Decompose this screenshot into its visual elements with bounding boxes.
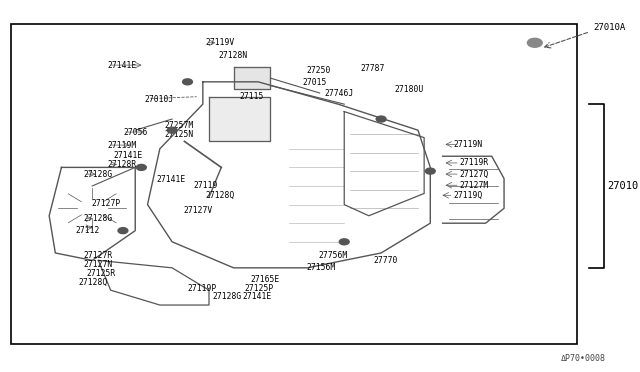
Circle shape [426, 168, 435, 174]
Text: 27125R: 27125R [86, 269, 115, 278]
Text: 27128G: 27128G [83, 170, 112, 179]
Text: 27015: 27015 [303, 78, 327, 87]
Text: 27128N: 27128N [218, 51, 248, 60]
Text: 27128G: 27128G [212, 292, 241, 301]
Text: 27128Q: 27128Q [206, 191, 235, 200]
Text: 27141E: 27141E [114, 151, 143, 160]
Circle shape [136, 164, 147, 170]
Text: 27746J: 27746J [324, 89, 353, 98]
Text: 27257M: 27257M [164, 121, 194, 130]
Text: 27180U: 27180U [394, 85, 423, 94]
Text: 27128R: 27128R [108, 160, 137, 169]
Text: 27141E: 27141E [108, 61, 137, 70]
Text: 27010: 27010 [607, 181, 639, 191]
Circle shape [167, 127, 177, 133]
Text: 27119R: 27119R [460, 158, 489, 167]
Text: 27119P: 27119P [188, 284, 217, 293]
Text: 27128G: 27128G [83, 214, 112, 223]
Text: 27010J: 27010J [145, 95, 173, 104]
Text: ΔP70•0008: ΔP70•0008 [561, 354, 605, 363]
Text: 27010A: 27010A [593, 23, 625, 32]
Text: 27756M: 27756M [319, 251, 348, 260]
Text: 27119V: 27119V [206, 38, 235, 47]
Text: 27127M: 27127M [460, 181, 489, 190]
Text: 27165E: 27165E [251, 275, 280, 284]
Circle shape [527, 38, 542, 47]
Text: 27125N: 27125N [164, 130, 194, 139]
Text: 27127P: 27127P [91, 199, 120, 208]
Text: 27115: 27115 [240, 92, 264, 101]
Text: 27770: 27770 [374, 256, 398, 265]
Text: 27119N: 27119N [454, 140, 483, 149]
Text: 27141E: 27141E [157, 175, 186, 184]
Text: 27250: 27250 [306, 66, 330, 75]
Text: 27127V: 27127V [183, 206, 212, 215]
Text: 27156M: 27156M [306, 263, 335, 272]
Text: 27128Q: 27128Q [79, 278, 108, 286]
Circle shape [118, 228, 128, 234]
Circle shape [376, 116, 386, 122]
Circle shape [182, 79, 193, 85]
Text: 27127N: 27127N [83, 260, 112, 269]
Text: 27125P: 27125P [244, 284, 274, 293]
Text: 27127Q: 27127Q [460, 170, 489, 179]
Circle shape [339, 239, 349, 245]
Text: 27119M: 27119M [108, 141, 137, 150]
Text: 27056: 27056 [123, 128, 147, 137]
Bar [11, 24, 577, 344]
Text: 27112: 27112 [75, 226, 99, 235]
Text: 27141E: 27141E [243, 292, 272, 301]
Text: 27127R: 27127R [83, 251, 112, 260]
Text: 27119: 27119 [194, 181, 218, 190]
Text: 27787: 27787 [361, 64, 385, 73]
Text: 27119Q: 27119Q [454, 191, 483, 200]
